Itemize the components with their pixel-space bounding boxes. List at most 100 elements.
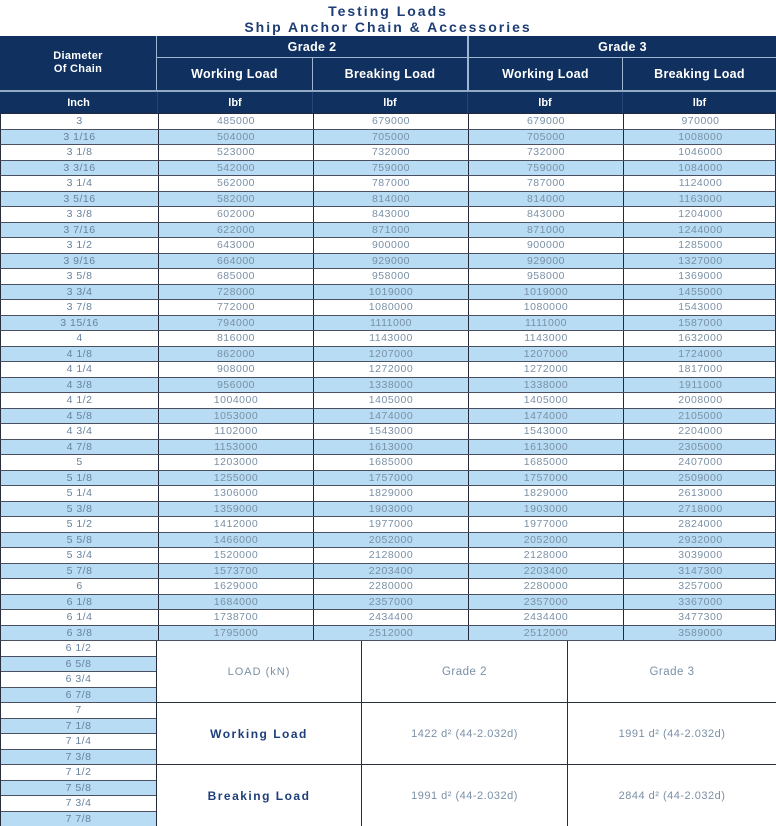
formula-load-kn-label: LOAD (kN): [157, 641, 362, 703]
diameter-cell: 5 5/8: [66, 533, 93, 546]
value-cell: 2203400: [468, 563, 623, 578]
diameter-cell: 4: [76, 332, 83, 345]
value-cell: 1629000: [158, 579, 313, 594]
value-cell: 1143000: [313, 331, 468, 346]
value-cell: 504000: [158, 129, 313, 144]
table-row: 5 1203000 1685000 1685000 2407000: [0, 455, 776, 471]
value-cell: 562000: [158, 176, 313, 191]
value-cell: 1306000: [158, 486, 313, 501]
table-row: 5 7/8 1573700 2203400 2203400 3147300: [0, 563, 776, 579]
diameter-cell: 5 3/8: [66, 502, 93, 515]
table-row: 4 3/4 1102000 1543000 1543000 2204000: [0, 424, 776, 440]
grade3-working-load-header: Working Load: [467, 58, 622, 90]
value-cell: 794000: [158, 315, 313, 330]
value-cell: 1911000: [623, 377, 776, 392]
value-cell: 1757000: [468, 470, 623, 485]
value-cell: 1111000: [468, 315, 623, 330]
value-cell: 862000: [158, 346, 313, 361]
table-row: 4 5/8 1053000 1474000 1474000 2105000: [0, 408, 776, 424]
value-cell: 2280000: [468, 579, 623, 594]
formula-breaking-grade3: 2844 d² (44-2.032d): [618, 790, 726, 802]
value-cell: 679000: [468, 114, 623, 129]
value-cell: 732000: [313, 145, 468, 160]
data-rows: 3 485000 679000 679000 970000 3 1/16 504000 705…: [0, 113, 776, 641]
diameter-cell: 4 3/4: [66, 425, 93, 438]
value-cell: 602000: [158, 207, 313, 222]
value-cell: 664000: [158, 253, 313, 268]
value-cell: 1903000: [468, 501, 623, 516]
value-cell: 759000: [313, 160, 468, 175]
diameter-cell: 5 1/8: [66, 471, 93, 484]
value-cell: 485000: [158, 114, 313, 129]
value-cell: 685000: [158, 269, 313, 284]
value-cell: 787000: [313, 176, 468, 191]
value-cell: 3257000: [623, 579, 776, 594]
value-cell: 1405000: [313, 393, 468, 408]
table-header: Diameter Of Chain Grade 2 Grade 3 Workin…: [0, 36, 776, 113]
value-cell: 2932000: [623, 532, 776, 547]
value-cell: 1285000: [623, 238, 776, 253]
table-row: 3 1/16 504000 705000 705000 1008000: [0, 129, 776, 145]
value-cell: 2280000: [313, 579, 468, 594]
value-cell: 2613000: [623, 486, 776, 501]
value-cell: 1757000: [313, 470, 468, 485]
value-cell: 1207000: [313, 346, 468, 361]
diameter-cell: 5 7/8: [66, 564, 93, 577]
value-cell: 1613000: [468, 439, 623, 454]
table-row: 3 7/8 772000 1080000 1080000 1543000: [0, 300, 776, 316]
value-cell: 1272000: [313, 362, 468, 377]
value-cell: 1817000: [623, 362, 776, 377]
extra-diameter-row: 7 3/4: [1, 796, 156, 812]
table-row: 6 3/8 1795000 2512000 2512000 3589000: [0, 625, 776, 641]
value-cell: 1327000: [623, 253, 776, 268]
value-cell: 1004000: [158, 393, 313, 408]
unit-inch: Inch: [67, 96, 90, 109]
value-cell: 871000: [313, 222, 468, 237]
diameter-cell: 3 5/16: [63, 192, 96, 205]
table-row: 3 9/16 664000 929000 929000 1327000: [0, 253, 776, 269]
value-cell: 2128000: [313, 548, 468, 563]
extra-diameter-row: 7 7/8: [1, 811, 156, 826]
diameter-header-line1: Diameter: [53, 50, 103, 62]
diameter-cell: 4 7/8: [66, 440, 93, 453]
diameter-cell: 3 9/16: [63, 254, 96, 267]
value-cell: 970000: [623, 114, 776, 129]
value-cell: 3589000: [623, 625, 776, 640]
diameter-cell: 4 1/2: [66, 394, 93, 407]
value-cell: 1520000: [158, 548, 313, 563]
value-cell: 3039000: [623, 548, 776, 563]
diameter-header-cell: Diameter Of Chain: [0, 36, 157, 90]
unit-lbf-1: lbf: [157, 92, 312, 113]
table-row: 4 7/8 1153000 1613000 1613000 2305000: [0, 439, 776, 455]
formula-breaking-grade2: 1991 d² (44-2.032d): [362, 765, 568, 826]
value-cell: 2512000: [313, 625, 468, 640]
value-cell: 1573700: [158, 563, 313, 578]
diameter-cell: 3 1/8: [66, 146, 93, 159]
diameter-cell: 6 3/8: [66, 626, 93, 639]
value-cell: 1455000: [623, 284, 776, 299]
value-cell: 1829000: [313, 486, 468, 501]
value-cell: 2434400: [313, 610, 468, 625]
table-row: 3 3/4 728000 1019000 1019000 1455000: [0, 284, 776, 300]
table-row: 3 15/16 794000 1111000 1111000 1587000: [0, 315, 776, 331]
value-cell: 2052000: [468, 532, 623, 547]
value-cell: 3147300: [623, 563, 776, 578]
value-cell: 759000: [468, 160, 623, 175]
value-cell: 958000: [468, 269, 623, 284]
value-cell: 2407000: [623, 455, 776, 470]
extra-diameter-row: 6 7/8: [1, 687, 156, 703]
value-cell: 1053000: [158, 408, 313, 423]
value-cell: 1255000: [158, 470, 313, 485]
table-row: 4 1/2 1004000 1405000 1405000 2008000: [0, 393, 776, 409]
value-cell: 908000: [158, 362, 313, 377]
value-cell: 2204000: [623, 424, 776, 439]
value-cell: 1738700: [158, 610, 313, 625]
value-cell: 2718000: [623, 501, 776, 516]
value-cell: 929000: [313, 253, 468, 268]
diameter-cell: 3 1/16: [63, 130, 96, 143]
value-cell: 2357000: [313, 594, 468, 609]
unit-lbf-2: lbf: [312, 92, 467, 113]
table-row: 6 1/8 1684000 2357000 2357000 3367000: [0, 594, 776, 610]
value-cell: 814000: [313, 191, 468, 206]
grade3-breaking-load-header: Breaking Load: [622, 58, 776, 90]
